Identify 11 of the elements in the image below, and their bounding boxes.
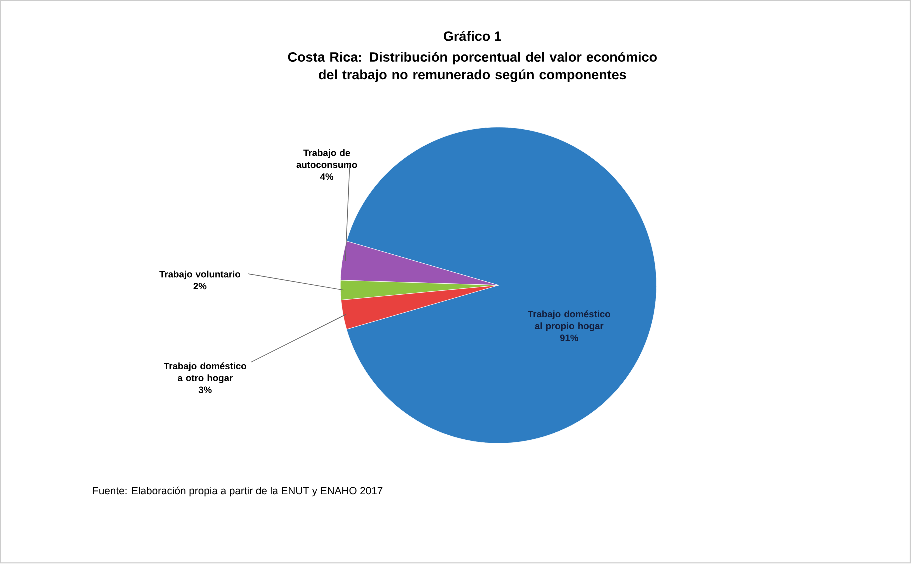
data-label: 3% (198, 386, 212, 394)
chart-title: Gráfico 1 (444, 31, 502, 42)
chart-subtitle: Costa Rica: Distribución porcentual del valor económico del trabajo no remunerado según componentes (288, 52, 657, 83)
source-note: Fuente: Elaboración propia a partir de la ENUT y ENAHO 2017 (93, 487, 383, 497)
data-label: 4% (320, 174, 334, 180)
data-label: 2% (194, 283, 207, 290)
slice-label: Trabajo voluntario (160, 271, 241, 280)
slice-label: Trabajo doméstico al propio hogar (528, 310, 610, 332)
slice-label: Trabajo doméstico a otro hogar (164, 362, 246, 384)
data-label: 91% (560, 334, 578, 342)
slice-label: Trabajo de autoconsumo (296, 150, 358, 168)
